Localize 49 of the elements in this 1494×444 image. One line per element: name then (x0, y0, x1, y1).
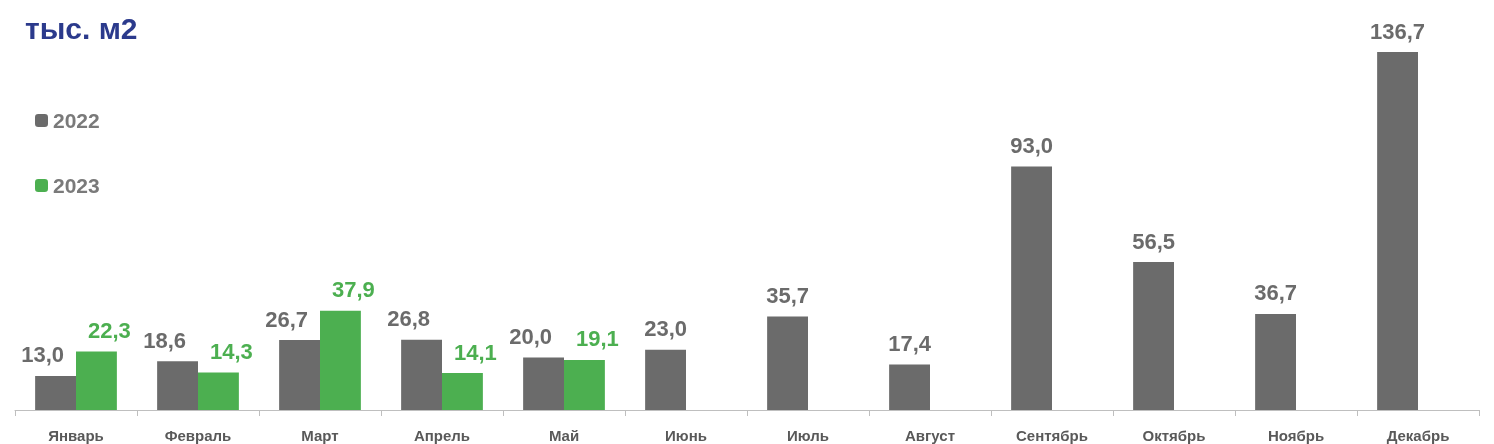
data-label: 19,1 (576, 326, 619, 352)
bar (198, 372, 239, 410)
x-tick-label: Декабрь (1386, 427, 1450, 444)
legend-label: 2022 (53, 109, 100, 132)
x-tick-label: Февраль (164, 427, 232, 444)
bar (401, 339, 442, 410)
data-label: 26,8 (387, 306, 430, 332)
data-label: 18,6 (143, 327, 186, 353)
data-label: 17,4 (888, 330, 932, 356)
data-label: 23,0 (644, 316, 687, 342)
data-label: 14,3 (210, 339, 253, 365)
data-label: 14,1 (454, 339, 497, 365)
data-label: 56,5 (1132, 228, 1175, 254)
data-label: 20,0 (509, 324, 552, 350)
bar (1011, 166, 1052, 410)
bar (442, 373, 483, 410)
bar (564, 359, 605, 410)
x-tick-label: Ноябрь (1267, 427, 1325, 444)
bar (1133, 262, 1174, 410)
bar (320, 310, 361, 410)
x-tick-label: Январь (48, 427, 104, 444)
data-label: 22,3 (88, 318, 131, 344)
bar (35, 375, 76, 410)
data-label: 35,7 (766, 283, 809, 309)
bar (157, 361, 198, 410)
x-tick-label: Март (301, 427, 339, 444)
bar (279, 340, 320, 410)
x-tick-label: Июнь (665, 427, 707, 444)
x-tick-label: Май (548, 427, 580, 444)
data-label: 13,0 (21, 342, 64, 368)
bar (76, 351, 117, 410)
data-label: 36,7 (1254, 280, 1297, 306)
bar (1377, 52, 1418, 410)
x-tick-label: Октябрь (1142, 427, 1206, 444)
chart-title: тыс. м2 (25, 11, 138, 45)
data-label: 37,9 (332, 277, 375, 303)
x-tick-label: Июль (787, 427, 829, 444)
x-tick-label: Август (905, 427, 955, 444)
bar (645, 349, 686, 410)
x-tick-label: Сентябрь (1016, 427, 1088, 444)
bar (523, 357, 564, 410)
x-tick-label: Апрель (413, 427, 471, 444)
bar (889, 364, 930, 410)
legend-label: 2023 (53, 174, 100, 197)
data-label: 26,7 (265, 306, 308, 332)
bar (767, 316, 808, 410)
data-label: 136,7 (1370, 18, 1426, 44)
data-label: 93,0 (1010, 132, 1053, 158)
bar (1255, 313, 1296, 410)
